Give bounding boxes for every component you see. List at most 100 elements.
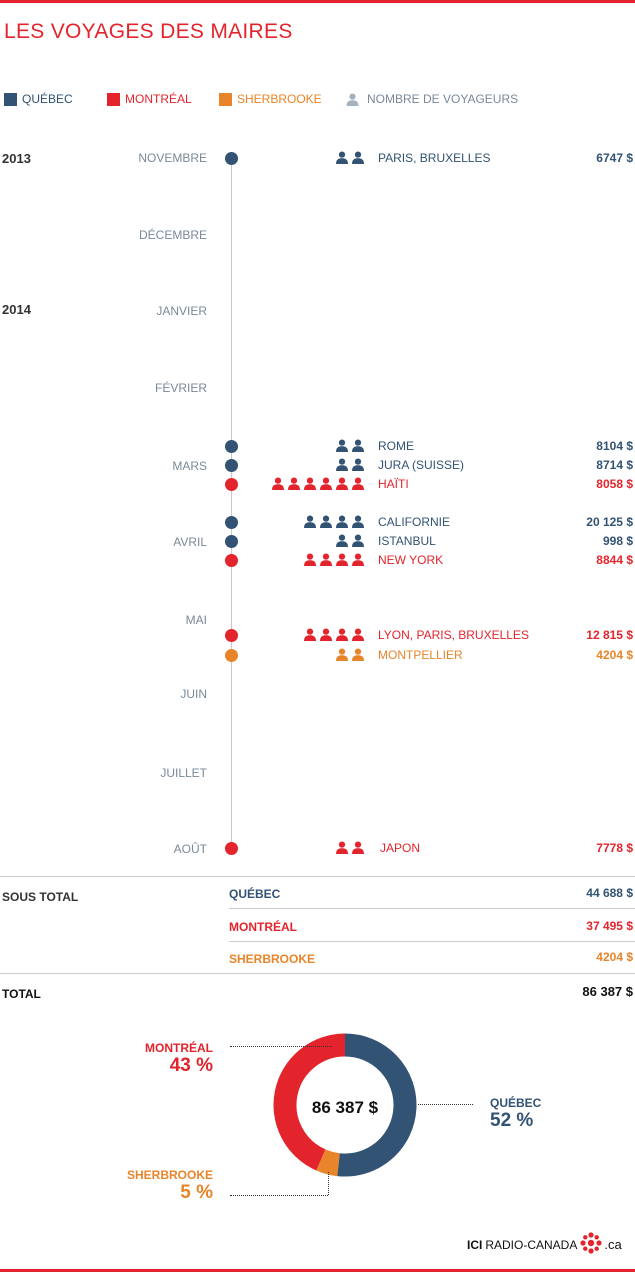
donut-label-quebec: QUÉBEC bbox=[490, 1096, 542, 1110]
person-icon bbox=[352, 515, 364, 528]
donut-label-montreal: MONTRÉAL bbox=[145, 1041, 213, 1055]
donut-slice-sherbrooke bbox=[316, 1149, 341, 1177]
trip-dot bbox=[225, 440, 238, 453]
subtotal-city-montreal: MONTRÉAL bbox=[229, 920, 297, 934]
divider bbox=[229, 941, 635, 942]
person-icon bbox=[288, 477, 300, 490]
trip-cost: 8104 $ bbox=[596, 439, 633, 453]
subtotal-value-quebec: 44 688 $ bbox=[586, 886, 633, 900]
timeline-axis bbox=[231, 157, 232, 848]
month-label: AOÛT bbox=[173, 842, 207, 856]
person-icon bbox=[336, 628, 348, 641]
traveler-icons bbox=[333, 458, 365, 471]
person-icon bbox=[336, 648, 348, 661]
trip-dot bbox=[225, 554, 238, 567]
legend-quebec: QUÉBEC bbox=[4, 90, 73, 108]
legend-label-travelers: NOMBRE DE VOYAGEURS bbox=[367, 92, 519, 106]
person-icon bbox=[346, 93, 359, 106]
subtotal-heading: SOUS TOTAL bbox=[2, 890, 79, 904]
legend-sherbrooke: SHERBROOKE bbox=[219, 90, 322, 108]
traveler-icons bbox=[333, 534, 365, 547]
trip-destination: ISTANBUL bbox=[378, 534, 436, 548]
trip-destination: NEW YORK bbox=[378, 553, 444, 567]
bottom-accent-bar bbox=[0, 1269, 635, 1272]
subtotal-city-sherbrooke: SHERBROOKE bbox=[229, 952, 316, 966]
donut-slice-montral bbox=[273, 1033, 346, 1171]
donut-pct-sherbrooke: 5 % bbox=[180, 1182, 213, 1203]
person-icon bbox=[304, 553, 316, 566]
donut-pct-quebec: 52 % bbox=[490, 1110, 534, 1131]
trip-dot bbox=[225, 649, 238, 662]
person-icon bbox=[352, 841, 364, 854]
trip-cost: 6747 $ bbox=[596, 151, 633, 165]
person-icon bbox=[320, 477, 332, 490]
top-accent-bar bbox=[0, 0, 635, 3]
traveler-icons bbox=[333, 648, 365, 661]
donut-label-sherbrooke: SHERBROOKE bbox=[126, 1168, 213, 1182]
person-icon bbox=[352, 648, 364, 661]
person-icon bbox=[304, 628, 316, 641]
trip-dot bbox=[225, 842, 238, 855]
month-label: AVRIL bbox=[173, 535, 207, 549]
subtotal-value-sherbrooke: 4204 $ bbox=[596, 950, 633, 964]
person-icon bbox=[272, 477, 284, 490]
month-label: JUILLET bbox=[160, 766, 207, 780]
trip-cost: 4204 $ bbox=[596, 648, 633, 662]
donut-center-label: 86 387 $ bbox=[312, 1098, 379, 1117]
legend-swatch-sherbrooke bbox=[219, 92, 232, 106]
trip-destination: CALIFORNIE bbox=[378, 515, 451, 529]
trip-destination: JAPON bbox=[380, 841, 421, 855]
person-icon bbox=[352, 439, 364, 452]
legend-label-sherbrooke: SHERBROOKE bbox=[237, 92, 322, 106]
trip-dot bbox=[225, 535, 238, 548]
trip-cost: 7778 $ bbox=[596, 841, 633, 855]
person-icon bbox=[352, 458, 364, 471]
total-value: 86 387 $ bbox=[582, 984, 633, 999]
person-icon bbox=[336, 439, 348, 452]
trip-destination: ROME bbox=[378, 439, 414, 453]
legend-label-montreal: MONTRÉAL bbox=[125, 92, 192, 106]
logo-text-bold: ICI bbox=[467, 1237, 483, 1252]
radio-canada-gem-icon bbox=[580, 1232, 602, 1257]
person-icon bbox=[352, 477, 364, 490]
person-icon bbox=[336, 151, 348, 164]
traveler-icons bbox=[333, 439, 365, 452]
legend-label-quebec: QUÉBEC bbox=[22, 92, 73, 106]
trip-dot bbox=[225, 478, 238, 491]
person-icon bbox=[320, 553, 332, 566]
month-label: DÉCEMBRE bbox=[138, 228, 207, 242]
traveler-icons bbox=[301, 553, 365, 566]
leader-line-sherbrooke-vertical bbox=[328, 1172, 329, 1195]
month-label: MARS bbox=[172, 459, 207, 473]
trip-dot bbox=[225, 629, 238, 642]
trip-cost: 8844 $ bbox=[596, 553, 633, 567]
trip-dot bbox=[225, 516, 238, 529]
donut-slice-qubec bbox=[337, 1033, 417, 1177]
person-icon bbox=[352, 628, 364, 641]
traveler-icons bbox=[333, 151, 365, 164]
divider bbox=[0, 876, 635, 877]
year-label-2013: 2013 bbox=[2, 151, 31, 166]
person-icon bbox=[352, 553, 364, 566]
legend-montreal: MONTRÉAL bbox=[107, 90, 192, 108]
donut-chart: 86 387 $ bbox=[273, 1033, 417, 1177]
trip-dot bbox=[225, 152, 238, 165]
traveler-icons bbox=[301, 628, 365, 641]
person-icon bbox=[320, 515, 332, 528]
legend-swatch-montreal bbox=[107, 92, 120, 106]
month-label: JUIN bbox=[180, 687, 207, 701]
month-label: FÉVRIER bbox=[154, 381, 207, 395]
person-icon bbox=[352, 534, 364, 547]
logo-suffix: .ca bbox=[604, 1237, 622, 1252]
person-icon bbox=[336, 515, 348, 528]
trip-destination: HAÏTI bbox=[378, 477, 409, 491]
divider bbox=[229, 908, 635, 909]
subtotal-city-quebec: QUÉBEC bbox=[229, 887, 281, 901]
person-icon bbox=[336, 458, 348, 471]
person-icon bbox=[336, 841, 348, 854]
person-icon bbox=[336, 553, 348, 566]
donut-pct-montreal: 43 % bbox=[169, 1055, 213, 1076]
page-title: LES VOYAGES DES MAIRES bbox=[4, 20, 293, 43]
legend-swatch-quebec bbox=[4, 92, 17, 106]
trip-cost: 8714 $ bbox=[596, 458, 633, 472]
